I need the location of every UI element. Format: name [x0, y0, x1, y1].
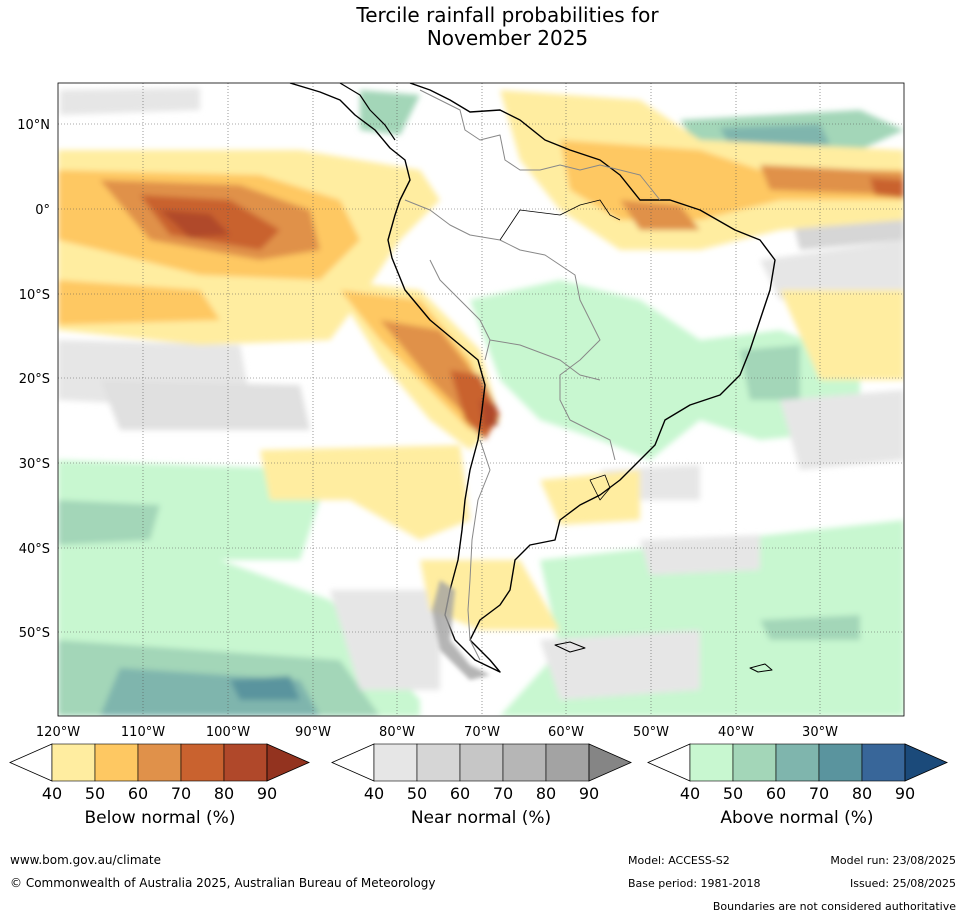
colorbar-segment: [459, 743, 504, 782]
coastlines: [289, 83, 776, 673]
colorbar-segment: [223, 743, 268, 782]
colorbar-max-triangle: [904, 743, 948, 782]
colorbar-tick: 50: [407, 784, 427, 803]
colorbar-tick: 50: [723, 784, 743, 803]
colorbar-segment: [689, 743, 734, 782]
colorbar-tick: 50: [85, 784, 105, 803]
lat-label: 30°S: [19, 457, 50, 472]
colorbar-segment: [732, 743, 777, 782]
colorbar-segment: [818, 743, 863, 782]
colorbar-segment: [861, 743, 906, 782]
colorbar-segment: [502, 743, 547, 782]
lat-label: 40°S: [19, 542, 50, 557]
colorbar-min-triangle: [9, 743, 53, 782]
colorbars: 40 50 60 70 80 90 40 50 60 70 80 90 40 50 60 70 80 90: [9, 743, 948, 803]
colorbar-max-triangle: [266, 743, 310, 782]
lat-label: 50°S: [19, 626, 50, 641]
colorbar-tick: 90: [579, 784, 599, 803]
colorbar-label-near: Near normal (%): [410, 808, 552, 828]
lon-label: 40°W: [718, 725, 754, 740]
footer-issued: Issued: 25/08/2025: [849, 877, 956, 890]
lon-label: 50°W: [633, 725, 669, 740]
colorbar-tick: 40: [364, 784, 384, 803]
lon-label: 120°W: [36, 725, 80, 740]
colorbar-max-triangle: [588, 743, 632, 782]
colorbar-tick: 90: [895, 784, 915, 803]
lon-label: 60°W: [548, 725, 584, 740]
colorbar-min-triangle: [647, 743, 691, 782]
probability-field: [58, 83, 904, 716]
graticule: [58, 83, 904, 716]
lon-label: 90°W: [295, 725, 331, 740]
colorbar-tick: 40: [680, 784, 700, 803]
colorbar-above: 40 50 60 70 80 90: [647, 743, 948, 803]
colorbar-segment: [94, 743, 139, 782]
lat-label: 20°S: [19, 372, 50, 387]
lon-label: 110°W: [121, 725, 165, 740]
colorbar-segment: [51, 743, 96, 782]
colorbar-segment: [373, 743, 418, 782]
colorbar-segment: [416, 743, 461, 782]
colorbar-segment: [180, 743, 225, 782]
colorbar-tick: 40: [42, 784, 62, 803]
colorbar-segment: [775, 743, 820, 782]
latitude-labels: 10°N 0° 10°S 20°S 30°S 40°S 50°S: [17, 118, 50, 641]
colorbar-tick: 60: [128, 784, 148, 803]
footer-model: Model: ACCESS-S2: [628, 854, 730, 867]
map-frame: [57, 82, 905, 717]
colorbar-tick: 80: [536, 784, 556, 803]
colorbar-tick: 70: [809, 784, 829, 803]
colorbar-min-triangle: [331, 743, 375, 782]
colorbar-tick: 80: [852, 784, 872, 803]
lon-label: 80°W: [379, 725, 415, 740]
colorbar-below: 40 50 60 70 80 90: [9, 743, 310, 803]
footer-disclaimer: Boundaries are not considered authoritat…: [712, 900, 956, 913]
footer-copyright: © Commonwealth of Australia 2025, Austra…: [10, 876, 436, 890]
lon-label: 100°W: [206, 725, 250, 740]
footer-url: www.bom.gov.au/climate: [10, 853, 161, 867]
colorbar-tick: 70: [493, 784, 513, 803]
colorbar-tick: 80: [214, 784, 234, 803]
colorbar-label-below: Below normal (%): [84, 808, 236, 828]
colorbar-near: 40 50 60 70 80 90: [331, 743, 632, 803]
colorbar-segment: [137, 743, 182, 782]
colorbar-tick: 70: [171, 784, 191, 803]
lat-label: 10°N: [17, 118, 50, 133]
lon-label: 70°W: [464, 725, 500, 740]
title-line-1: Tercile rainfall probabilities for: [356, 3, 659, 27]
lon-label: 30°W: [802, 725, 838, 740]
chile-fjords: [432, 580, 490, 680]
colorbar-tick: 60: [766, 784, 786, 803]
lat-label: 0°: [35, 203, 50, 218]
footer-model-run: Model run: 23/08/2025: [830, 854, 956, 867]
colorbar-tick: 90: [257, 784, 277, 803]
footer-base-period: Base period: 1981-2018: [628, 877, 761, 890]
longitude-labels: 120°W 110°W 100°W 90°W 80°W 70°W 60°W 50°W 40°W 3…: [36, 725, 838, 740]
title-line-2: November 2025: [426, 26, 589, 50]
map-title: Tercile rainfall probabilities for Novem…: [0, 4, 965, 50]
colorbar-tick: 60: [450, 784, 470, 803]
lat-label: 10°S: [19, 288, 50, 303]
colorbar-label-above: Above normal (%): [720, 808, 874, 828]
colorbar-segment: [545, 743, 590, 782]
